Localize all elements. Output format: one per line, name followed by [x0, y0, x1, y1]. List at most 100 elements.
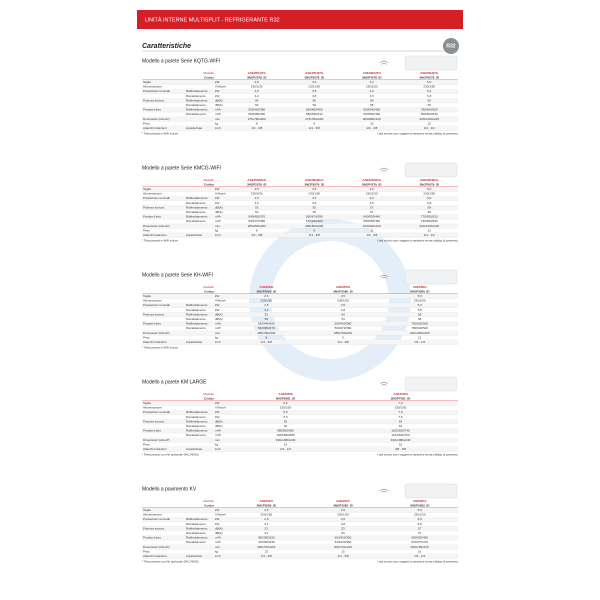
row-label: Dimensioni (HxLxP) — [143, 545, 170, 549]
row-label: Attacchi tubazioni — [143, 126, 167, 130]
row-unit: mm — [215, 545, 220, 549]
model-code: 3NGP3580_ID — [333, 289, 353, 293]
product-image — [404, 483, 458, 499]
cell-value: 7,5 — [398, 415, 403, 419]
row-unit: kW — [215, 522, 220, 526]
cell-value: 310x900x215 — [363, 224, 381, 228]
model-name: ASE50KMCG — [420, 178, 439, 182]
cell-value: 770/630/510 — [421, 215, 438, 219]
cell-value: 52 — [265, 312, 269, 316]
cell-value: 230/1/50 — [337, 513, 349, 517]
model-code: 3NGP5080_ID — [410, 289, 430, 293]
row-unit: m³/h — [215, 108, 221, 112]
row-unit: dB(A) — [215, 531, 223, 535]
cell-value: 1/4 - 1/2 — [424, 233, 435, 237]
cell-value: 4,2 — [370, 187, 375, 191]
cell-value: 5,0 — [418, 517, 423, 521]
cell-value: 230/1/50 — [308, 192, 320, 196]
row-label: Peso — [143, 335, 150, 339]
model-name: ASE60KM — [278, 392, 293, 396]
model-name: ASE35KV — [336, 499, 350, 503]
cell-value: 2,5 — [264, 294, 269, 298]
row-label: Alimentazione — [143, 85, 162, 89]
cell-value: 230/1/50 — [414, 299, 426, 303]
cell-value: 16 — [418, 549, 422, 553]
row-sub: Riscaldamento — [186, 540, 206, 544]
cell-value: 53 — [341, 531, 345, 535]
cell-value: 280x790x200 — [334, 331, 352, 335]
cell-value: 500/420/350 — [335, 536, 352, 540]
cell-value: 570/480/400 — [306, 219, 323, 223]
cell-value: 285x800x200 — [248, 224, 266, 228]
row-label: Prestazioni nominali — [143, 410, 170, 414]
row-sub: Raffreddamento — [186, 429, 208, 433]
row-band — [142, 107, 458, 113]
cell-value: 54 — [255, 103, 259, 107]
row-sub: Riscaldamento — [186, 103, 206, 107]
row-unit: kg — [215, 549, 219, 553]
cell-value: 3,2 — [264, 308, 269, 312]
cell-value: 1/4 - 3/8 — [251, 233, 262, 237]
cell-value: 5,0 — [418, 294, 423, 298]
row-sub: Liquido/Gas — [186, 340, 203, 344]
cell-value: 9 — [313, 121, 315, 125]
cell-value: 580/490/410 — [306, 112, 323, 116]
header-band — [137, 10, 463, 29]
cell-value: 230/1/50 — [260, 513, 272, 517]
cell-value: 11 — [370, 228, 373, 232]
cell-value: 1100/920/740 — [391, 429, 409, 433]
cell-value: 8 — [256, 228, 258, 232]
row-unit: inch — [215, 126, 221, 130]
table-remark: I dati tecnici sono soggetti a variazion… — [377, 239, 458, 243]
row-label: Portata d'aria — [143, 215, 161, 219]
cell-value: 2,5 — [255, 196, 260, 200]
row-sub: Raffreddamento — [186, 322, 208, 326]
cell-value: 470/400/330 — [258, 540, 275, 544]
cell-value: 560/480/400 — [306, 108, 323, 112]
row-unit: kg — [215, 228, 219, 232]
cell-value: 64 — [399, 424, 403, 428]
code-label: Codice — [204, 503, 214, 507]
row-unit: inch — [215, 233, 221, 237]
row-band — [142, 419, 458, 424]
row-band — [142, 428, 458, 434]
model-name: ASE25KQTG — [248, 71, 267, 75]
row-sub: Riscaldamento — [186, 219, 206, 223]
cell-value: 5,8 — [427, 94, 432, 98]
product-image — [404, 55, 458, 71]
cell-value: 560/470/390 — [306, 215, 323, 219]
cell-value: 980/820/660 — [277, 429, 294, 433]
cell-value: 3,5 — [341, 294, 346, 298]
cell-value: 58 — [418, 317, 422, 321]
cell-value: 8 — [265, 335, 267, 339]
row-sub: Riscaldamento — [186, 424, 206, 428]
cell-value: 53 — [255, 205, 259, 209]
wifi-icon — [379, 167, 389, 172]
cell-value: 10 — [370, 121, 374, 125]
row-sub: Riscaldamento — [186, 522, 206, 526]
row-unit: kW — [215, 294, 220, 298]
cell-value: 1120/940/760 — [391, 433, 409, 437]
row-label: Dimensioni (HxLxP) — [143, 438, 170, 442]
cell-value: 58 — [370, 98, 374, 102]
cell-value: 550/470/380 — [248, 219, 265, 223]
row-label: Prestazioni nominali — [143, 517, 170, 521]
cell-value: 1/4 - 3/8 — [337, 340, 348, 344]
cell-value: 9 — [313, 228, 315, 232]
cell-value: 59 — [428, 205, 432, 209]
cell-value: 230/1/50 — [423, 85, 435, 89]
cell-value: 230/1/50 — [337, 299, 349, 303]
row-label: Prestazioni nominali — [143, 89, 170, 93]
table-note: * Telecomando e WiFi inclusi — [142, 239, 178, 243]
model-code: 3NGP2580_ID — [257, 289, 277, 293]
row-unit: kW — [215, 196, 220, 200]
row-label: Taglia — [143, 401, 151, 405]
row-label: Alimentazione — [143, 192, 162, 196]
row-label: Peso — [143, 228, 150, 232]
cell-value: 280x790x200 — [257, 331, 275, 335]
cell-value: 560/470/390 — [335, 326, 352, 330]
cell-value: 540/450/370 — [258, 326, 275, 330]
cell-value: 53 — [255, 210, 259, 214]
model-label: Modello — [203, 71, 214, 75]
model-code: 3NGP2579_ID — [247, 182, 267, 186]
